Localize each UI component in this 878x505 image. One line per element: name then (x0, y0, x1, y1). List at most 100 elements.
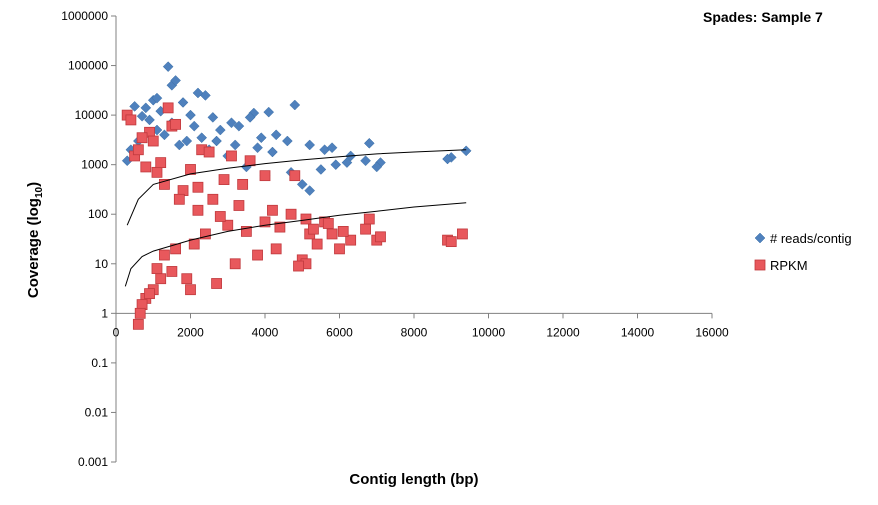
data-point-rpkm (244, 155, 256, 167)
x-tick-label: 10000 (472, 325, 506, 339)
y-axis-label: Coverage (log10) (25, 182, 45, 298)
data-point-reads (460, 145, 472, 157)
legend-label-reads: # reads/contig (770, 231, 852, 246)
data-point-rpkm (132, 318, 144, 330)
y-tick-label: 100 (88, 207, 108, 221)
data-point-rpkm (162, 102, 174, 114)
x-tick-label: 16000 (695, 325, 729, 339)
data-point-rpkm (267, 204, 278, 216)
data-point-rpkm (274, 221, 286, 233)
legend-marker-rpkm (754, 259, 766, 271)
trendline-reads (126, 149, 467, 226)
y-axis-label-subscript: 10 (34, 186, 45, 198)
x-tick-label: 6000 (326, 325, 353, 339)
data-point-reads (296, 179, 308, 190)
y-tick-label: 1000000 (61, 9, 108, 23)
data-point-rpkm (185, 164, 196, 175)
x-axis-label: Contig length (bp) (349, 471, 478, 488)
x-tick-label: 0 (113, 325, 120, 339)
data-point-rpkm (185, 284, 196, 296)
data-point-reads (173, 139, 185, 151)
data-point-rpkm (237, 178, 249, 190)
y-tick-label: 10000 (75, 108, 109, 122)
y-tick-label: 1000 (81, 158, 108, 172)
data-point-reads (255, 132, 267, 144)
x-tick-label: 8000 (401, 325, 428, 339)
data-point-reads (304, 139, 316, 151)
data-point-rpkm (293, 260, 304, 272)
data-point-rpkm (173, 193, 185, 205)
data-point-rpkm (134, 307, 146, 319)
legend: # reads/contig RPKM (754, 231, 852, 273)
data-point-reads (363, 137, 375, 149)
data-point-reads (226, 117, 237, 129)
data-point-rpkm (159, 249, 170, 261)
data-point-reads (244, 112, 256, 123)
data-point-reads (263, 106, 275, 118)
data-point-rpkm (233, 200, 245, 211)
y-tick-label: 0.1 (91, 356, 108, 370)
data-point-rpkm (166, 266, 178, 277)
data-point-rpkm (270, 243, 282, 255)
data-point-rpkm (375, 231, 386, 243)
data-point-reads (140, 102, 152, 114)
data-point-reads (315, 164, 327, 175)
data-point-rpkm (181, 273, 193, 285)
data-point-reads (159, 129, 170, 141)
data-point-rpkm (226, 150, 237, 162)
trendline-rpkm (124, 202, 467, 287)
data-point-rpkm (155, 157, 167, 169)
y-tick-label: 0.01 (85, 405, 109, 419)
data-point-rpkm (289, 170, 301, 182)
data-point-rpkm (229, 258, 241, 270)
data-point-rpkm (218, 174, 230, 185)
data-point-reads (162, 61, 174, 73)
data-point-rpkm (326, 228, 338, 240)
data-point-rpkm (308, 223, 319, 235)
data-point-reads (151, 92, 163, 104)
data-point-rpkm (222, 219, 234, 231)
data-point-rpkm (170, 243, 182, 255)
data-point-rpkm (337, 226, 349, 237)
data-point-reads (170, 75, 181, 86)
x-tick-label: 4000 (252, 325, 279, 339)
data-point-rpkm (147, 135, 159, 147)
x-tick-label: 14000 (621, 325, 655, 339)
y-tick-label: 1 (101, 306, 108, 320)
legend-label-rpkm: RPKM (770, 258, 808, 273)
data-point-rpkm (136, 132, 148, 144)
data-point-rpkm (144, 288, 155, 300)
data-point-rpkm (140, 161, 152, 173)
data-point-reads (289, 99, 301, 111)
data-point-rpkm (311, 238, 323, 250)
y-tick-label: 0.001 (78, 455, 108, 469)
data-point-rpkm (252, 249, 263, 261)
chart-title: Spades: Sample 7 (703, 9, 823, 25)
data-point-reads (229, 139, 241, 151)
data-point-reads (341, 157, 353, 168)
data-point-reads (129, 101, 140, 112)
data-point-reads (360, 155, 371, 167)
y-axis-label-close: ) (25, 182, 42, 187)
data-point-rpkm (259, 216, 271, 228)
data-point-reads (319, 144, 330, 156)
data-point-rpkm (240, 226, 252, 237)
data-point-rpkm (285, 208, 297, 220)
x-tick-label: 12000 (546, 325, 580, 339)
data-point-reads (188, 120, 200, 132)
data-point-reads (252, 142, 263, 154)
data-point-rpkm (192, 204, 204, 216)
x-tick-label: 2000 (177, 325, 204, 339)
data-point-reads (330, 159, 342, 171)
data-point-rpkm (259, 170, 271, 182)
data-point-rpkm (192, 181, 204, 193)
data-point-rpkm (125, 114, 137, 126)
data-point-reads (371, 161, 383, 173)
y-tick-label: 100000 (68, 59, 108, 73)
data-point-rpkm (322, 218, 334, 229)
data-point-reads (442, 153, 453, 165)
data-point-reads (196, 132, 208, 144)
data-point-reads (281, 135, 293, 147)
legend-marker-reads (754, 232, 766, 244)
